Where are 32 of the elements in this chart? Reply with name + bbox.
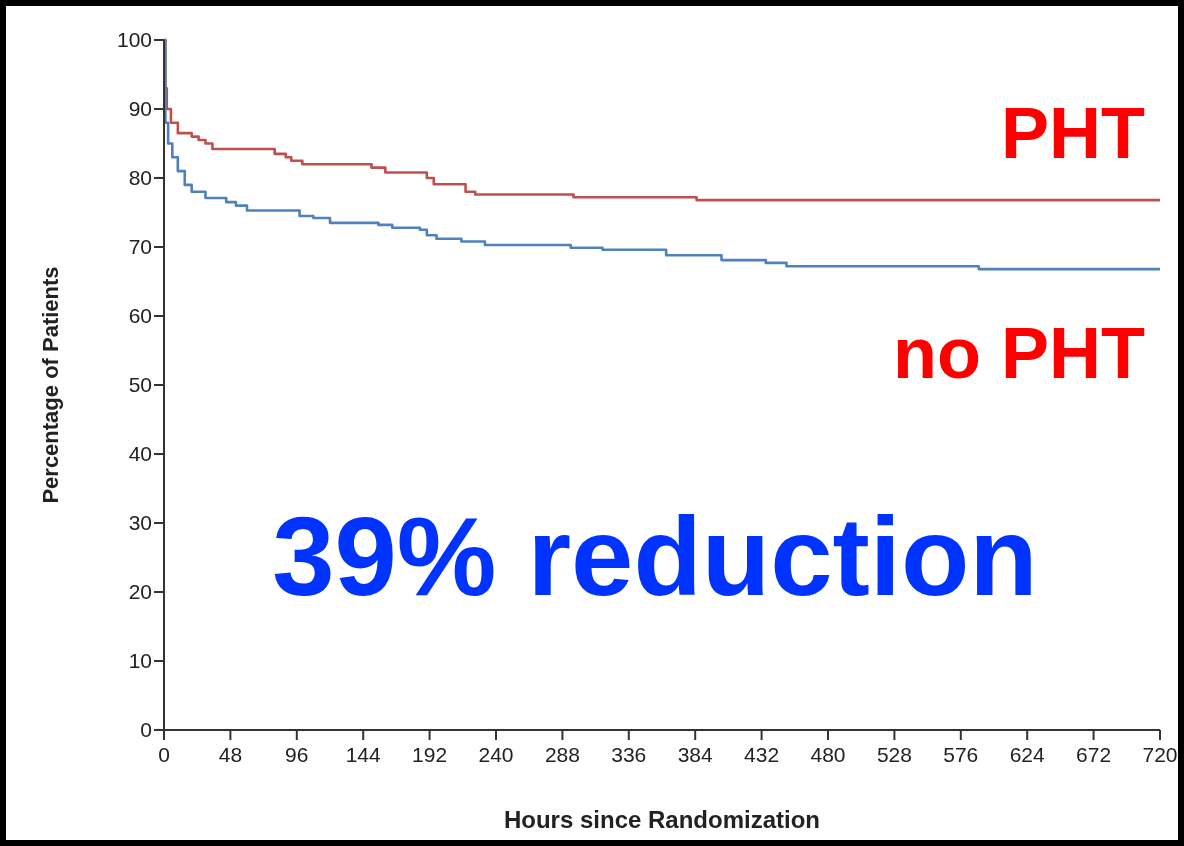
y-tick-label: 80	[128, 166, 152, 190]
x-tick-label: 144	[345, 743, 382, 766]
x-tick-label: 288	[544, 743, 580, 766]
x-tick-label: 336	[611, 743, 647, 766]
x-tick-label: 528	[876, 743, 912, 766]
y-tick-label: 100	[116, 28, 152, 52]
y-tick-label: 50	[128, 373, 152, 397]
x-tick-label: 432	[744, 743, 780, 766]
y-tick-label: 0	[140, 718, 152, 742]
series-label: no PHT	[893, 313, 1146, 393]
x-tick-label: 384	[677, 743, 714, 766]
series-label: PHT	[1001, 93, 1146, 173]
y-tick-label: 60	[128, 304, 152, 328]
x-tick-label: 720	[1142, 743, 1178, 766]
y-tick-label: 70	[128, 235, 152, 259]
x-tick-label: 672	[1076, 743, 1112, 766]
y-tick-label: 30	[128, 511, 152, 535]
y-tick-label: 40	[128, 442, 152, 466]
annotation: 39% reduction	[272, 494, 1038, 619]
x-tick-label: 240	[478, 743, 514, 766]
y-tick-label: 90	[128, 97, 152, 121]
y-tick-label: 10	[128, 649, 152, 673]
x-tick-label: 576	[943, 743, 979, 766]
x-tick-label: 96	[285, 743, 309, 766]
x-tick-label: 0	[158, 743, 170, 766]
x-tick-label: 624	[1009, 743, 1046, 766]
x-axis-title: Hours since Randomization	[503, 806, 821, 833]
x-tick-label: 48	[218, 743, 243, 766]
y-axis-title: Percentage of Patients	[38, 266, 63, 504]
y-tick-label: 20	[128, 580, 152, 604]
x-tick-label: 480	[810, 743, 846, 766]
x-tick-label: 192	[412, 743, 448, 766]
